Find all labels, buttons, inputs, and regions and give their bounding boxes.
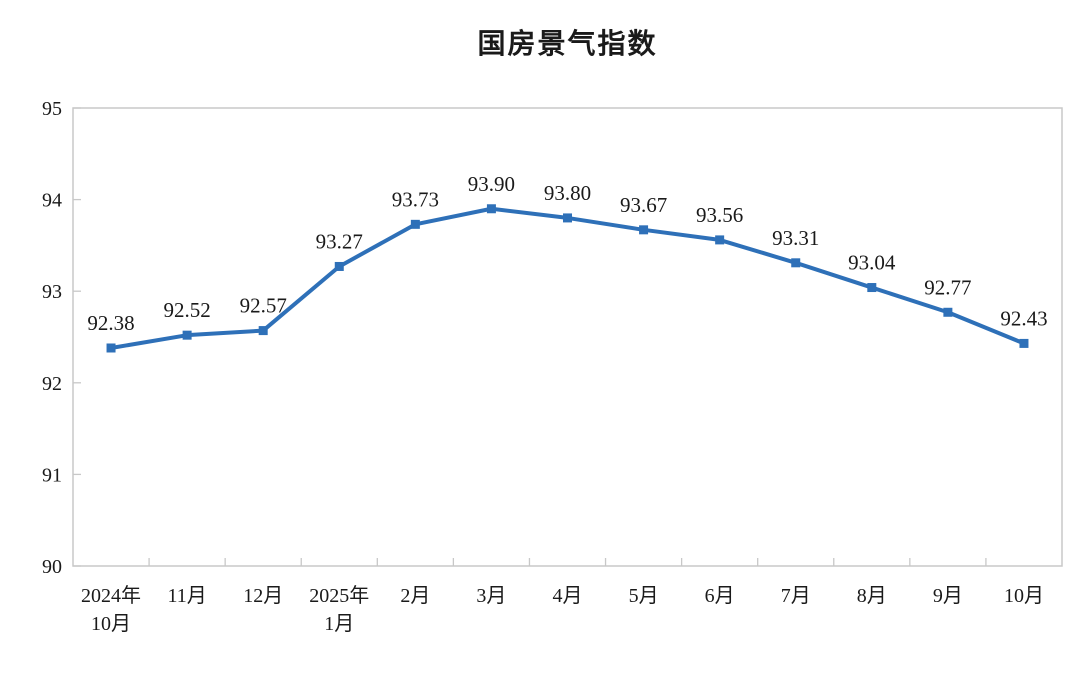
y-axis-label: 90: [42, 556, 62, 578]
data-point-marker: [943, 307, 953, 317]
data-point-label: 92.77: [924, 275, 971, 299]
y-axis-label: 95: [42, 98, 62, 120]
x-axis-label: 5月: [629, 585, 659, 607]
data-point-label: 92.38: [87, 311, 134, 335]
data-point-label: 93.27: [316, 229, 363, 253]
x-axis-label: 8月: [857, 585, 887, 607]
data-point-label: 93.80: [544, 181, 591, 205]
data-point-label: 93.04: [848, 251, 896, 275]
data-point-label: 92.57: [240, 294, 287, 318]
y-axis-label: 91: [42, 464, 62, 486]
x-axis-label: 4月: [553, 585, 583, 607]
plot-border: [72, 107, 1063, 567]
data-point-label: 93.56: [696, 203, 743, 227]
y-axis-label: 93: [42, 281, 62, 303]
data-point-marker: [563, 213, 572, 223]
data-point-marker: [410, 219, 420, 229]
data-point-marker: [486, 204, 496, 214]
data-point-label: 92.52: [163, 298, 210, 322]
x-axis-label: 12月: [243, 585, 283, 607]
data-point-marker: [791, 258, 801, 268]
chart-title: 国房景气指数: [477, 28, 658, 59]
series-line: [109, 206, 1026, 350]
data-point-label: 93.73: [392, 187, 439, 211]
x-axis-label: 10月: [1004, 585, 1044, 607]
data-point-marker: [182, 330, 192, 340]
data-point-label: 92.43: [1000, 306, 1047, 330]
data-point-marker: [1019, 338, 1029, 348]
x-axis-label: 9月: [933, 585, 963, 607]
x-axis-label: 2025年 1月: [309, 584, 369, 635]
y-axis-label: 92: [42, 373, 62, 395]
data-point-marker: [258, 326, 268, 336]
x-axis-label: 3月: [476, 585, 506, 607]
data-point-label: 93.90: [468, 172, 515, 196]
data-point-marker: [639, 225, 649, 235]
x-axis-label: 7月: [781, 585, 811, 607]
x-axis-label: 2024年 10月: [81, 584, 141, 635]
data-point-marker: [715, 235, 725, 245]
data-point-marker: [867, 283, 877, 293]
x-axis-label: 6月: [705, 585, 735, 607]
x-axis-label: 11月: [167, 585, 206, 607]
y-axis-label: 94: [42, 190, 62, 212]
data-point-label: 93.31: [772, 226, 819, 250]
data-point-marker: [106, 343, 116, 353]
x-axis-label: 2月: [400, 585, 430, 607]
data-point-label: 93.67: [620, 193, 667, 217]
data-point-marker: [334, 261, 344, 271]
